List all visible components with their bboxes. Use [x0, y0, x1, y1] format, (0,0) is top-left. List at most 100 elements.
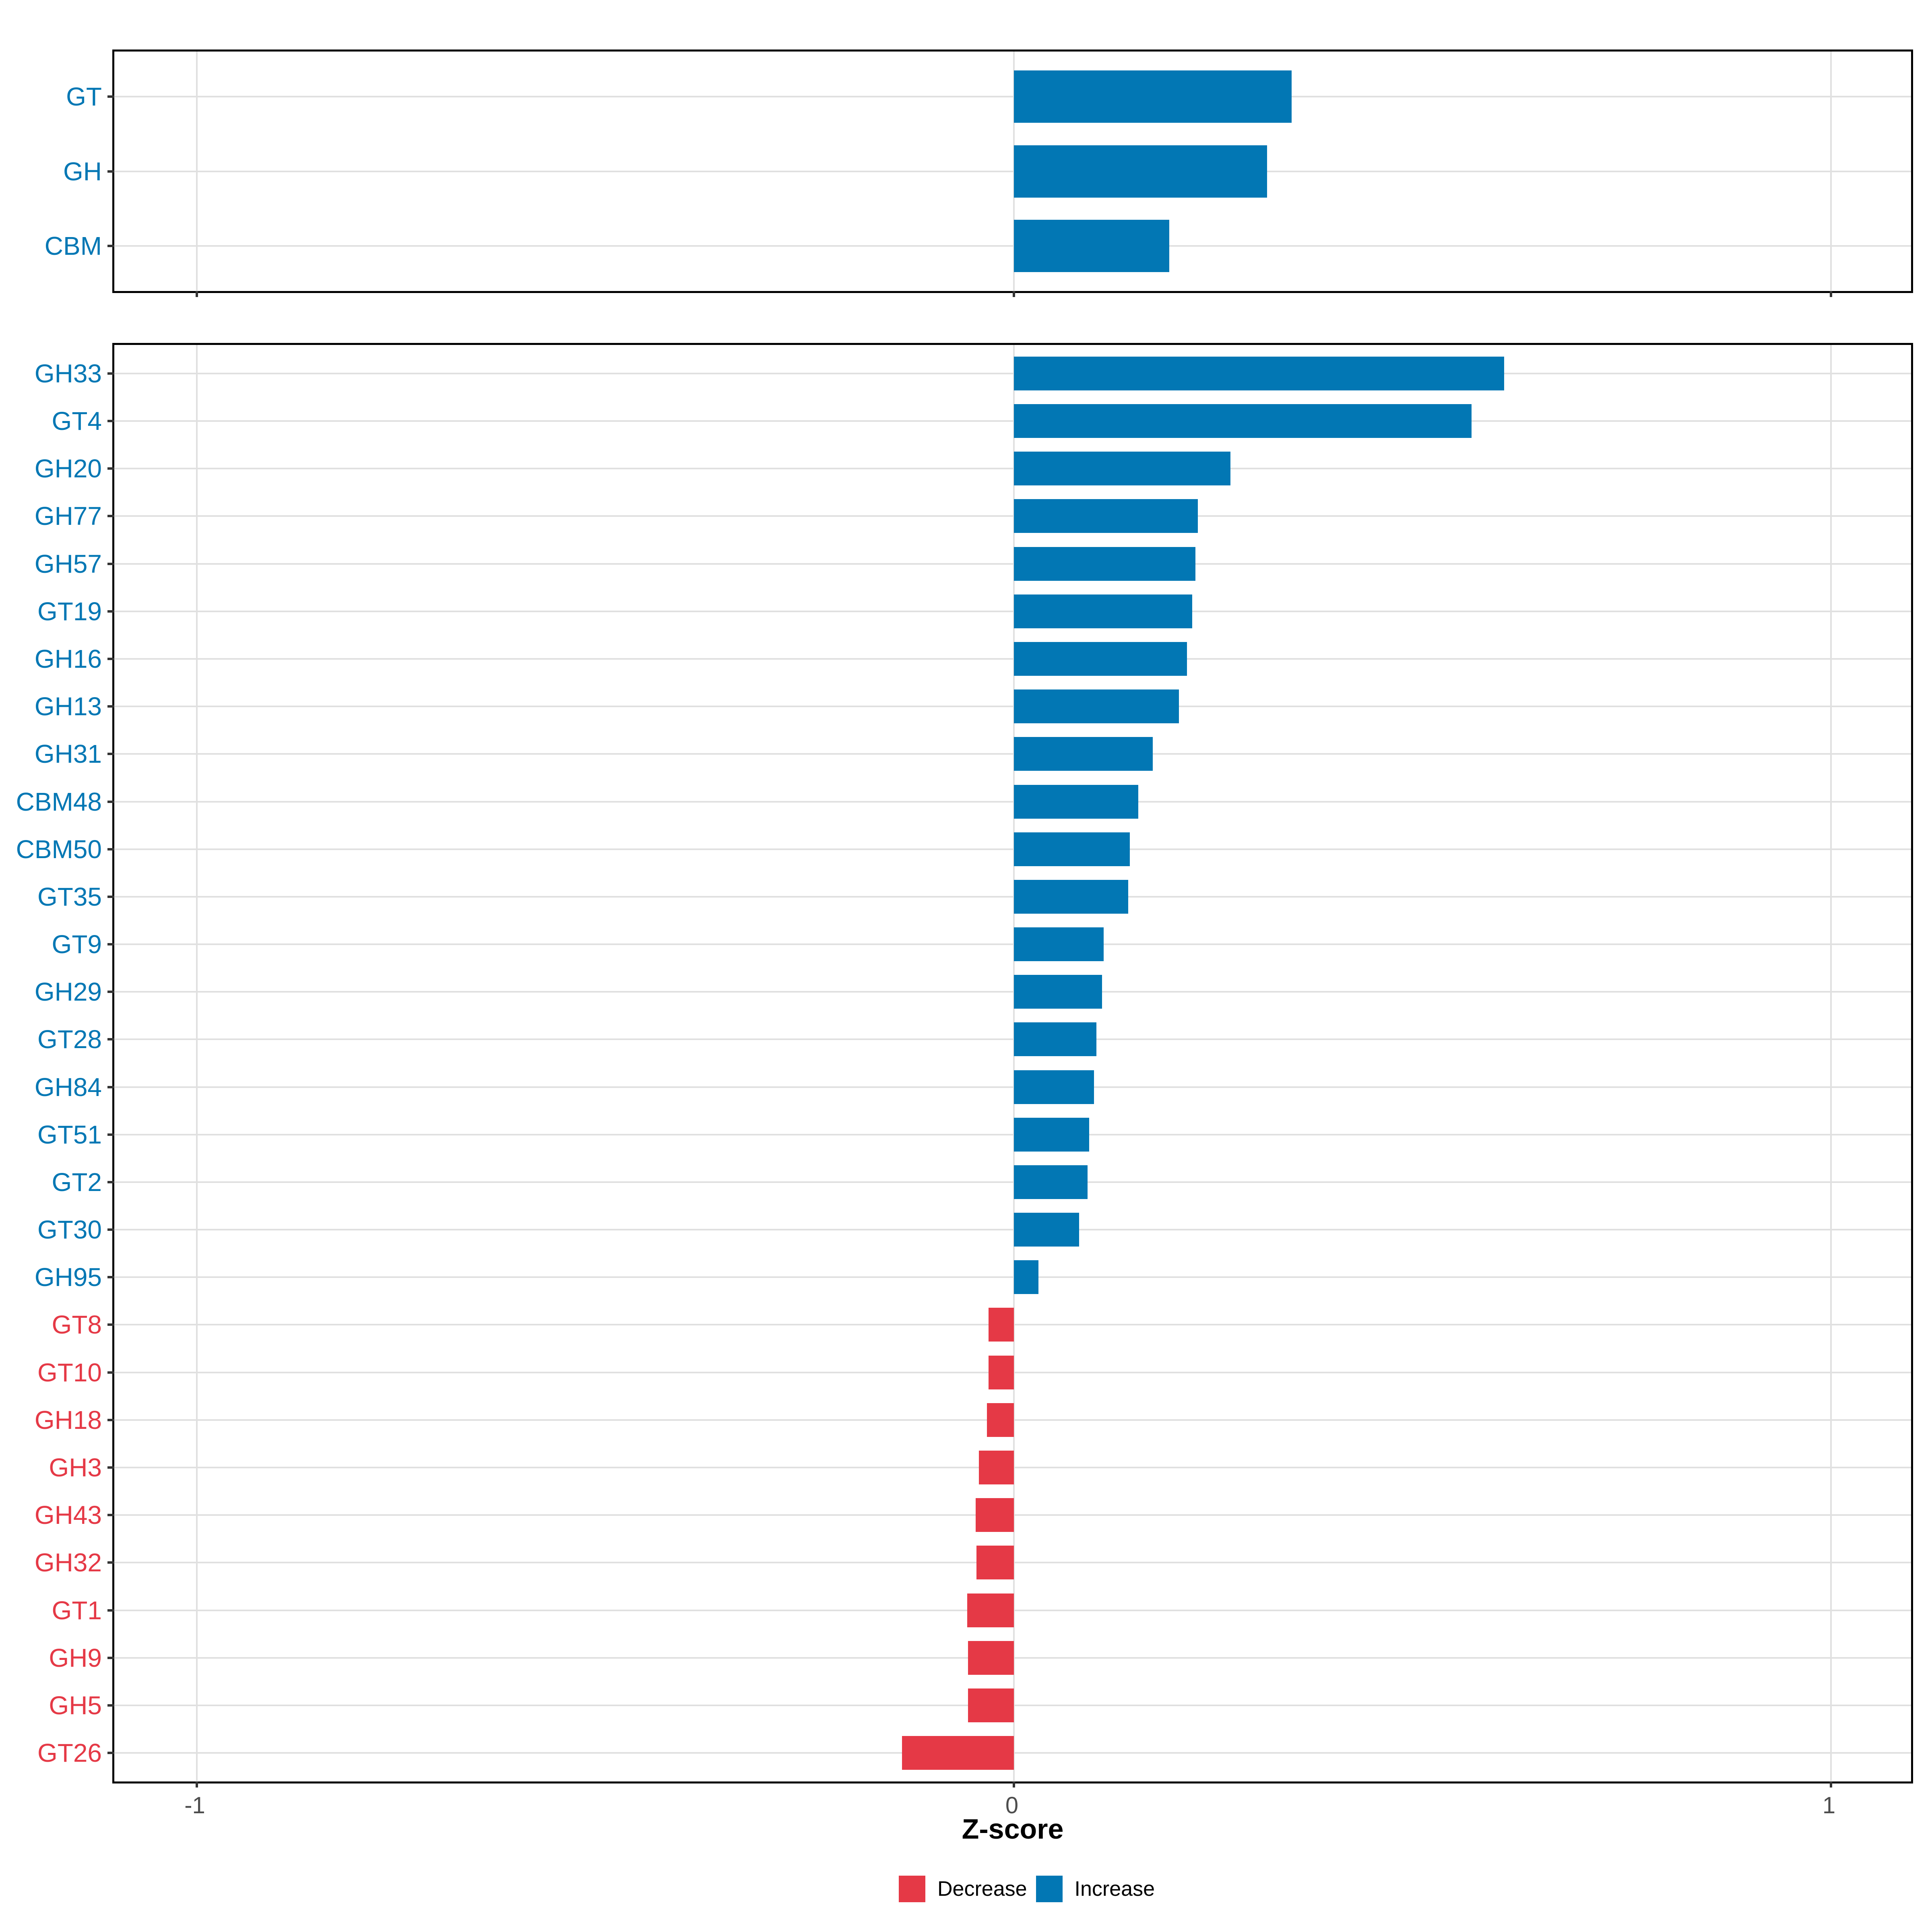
bar-GT4: [1014, 404, 1472, 438]
bar-GT9: [1014, 927, 1104, 962]
category-label-GT19: GT19: [37, 597, 102, 626]
category-label-GT26: GT26: [37, 1738, 102, 1768]
bar-GT1: [967, 1593, 1014, 1627]
horizontal-gridline-GH33: [114, 372, 1911, 374]
horizontal-gridline-GT35: [114, 896, 1911, 898]
bar-GH77: [1014, 499, 1198, 533]
x-axis-title: Z-score: [962, 1813, 1064, 1845]
horizontal-gridline-GT: [114, 95, 1911, 97]
category-label-GH29: GH29: [34, 977, 102, 1007]
category-label-CBM: CBM: [44, 231, 102, 261]
y-axis-tick-mark-GH29: [107, 991, 114, 993]
bar-GH57: [1014, 547, 1195, 581]
category-label-GH57: GH57: [34, 549, 102, 578]
bar-CBM50: [1014, 832, 1130, 866]
y-axis-tick-mark-GH33: [107, 372, 114, 375]
y-axis-tick-mark-GH20: [107, 467, 114, 470]
bar-GT26: [902, 1736, 1014, 1770]
bar-GT19: [1014, 594, 1192, 628]
y-axis-tick-mark-GH16: [107, 657, 114, 660]
category-label-GT30: GT30: [37, 1215, 102, 1245]
x-axis-tick-label--1: -1: [184, 1792, 205, 1818]
y-axis-tick-mark-GT19: [107, 610, 114, 613]
bar-GH32: [976, 1546, 1014, 1580]
legend: Decrease Increase: [898, 1876, 1155, 1902]
bar-GT35: [1014, 879, 1129, 914]
bar-GH20: [1014, 452, 1230, 486]
category-label-GH43: GH43: [34, 1501, 102, 1530]
bar-GH33: [1014, 356, 1504, 390]
y-axis-tick-mark-GH32: [107, 1561, 114, 1564]
category-label-GT1: GT1: [52, 1596, 102, 1625]
horizontal-gridline-GH16: [114, 658, 1911, 660]
category-label-GT9: GT9: [52, 930, 102, 959]
x-axis-tick-mark-0: [1013, 291, 1015, 297]
bar-GH29: [1014, 975, 1102, 1009]
bar-GH95: [1014, 1260, 1038, 1294]
y-axis-tick-mark-GH84: [107, 1086, 114, 1088]
horizontal-gridline-GH: [114, 170, 1911, 172]
horizontal-gridline-GH77: [114, 515, 1911, 517]
bar-GT51: [1014, 1117, 1089, 1152]
bar-GH18: [987, 1403, 1014, 1437]
bar-GT30: [1014, 1213, 1080, 1247]
horizontal-gridline-GT51: [114, 1133, 1911, 1135]
legend-label-decrease: Decrease: [937, 1877, 1027, 1901]
category-label-GH20: GH20: [34, 454, 102, 483]
category-label-CBM48: CBM48: [16, 787, 102, 816]
bar-GH43: [975, 1498, 1014, 1532]
bar-GH9: [968, 1641, 1014, 1675]
y-axis-tick-mark-GT10: [107, 1371, 114, 1374]
bar-GT2: [1014, 1165, 1088, 1199]
x-axis-tick-mark--1: [196, 291, 198, 297]
category-label-GT35: GT35: [37, 882, 102, 911]
y-axis-tick-mark-GH9: [107, 1656, 114, 1659]
bar-GH: [1014, 145, 1267, 198]
category-label-GH5: GH5: [49, 1690, 102, 1720]
y-axis-tick-mark-GT30: [107, 1228, 114, 1231]
category-label-GH33: GH33: [34, 359, 102, 388]
legend-key-decrease-swatch: [898, 1876, 925, 1902]
x-axis-tick-mark--1: [196, 1781, 198, 1788]
horizontal-gridline-GH84: [114, 1086, 1911, 1088]
bar-CBM48: [1014, 784, 1138, 819]
y-axis-tick-mark-GT2: [107, 1181, 114, 1183]
y-axis-tick-mark-GH5: [107, 1704, 114, 1707]
y-axis-tick-mark-GH57: [107, 562, 114, 565]
category-label-GH9: GH9: [49, 1643, 102, 1672]
category-label-GT51: GT51: [37, 1120, 102, 1149]
horizontal-gridline-CBM48: [114, 801, 1911, 803]
category-label-GH32: GH32: [34, 1548, 102, 1577]
category-label-GT4: GT4: [52, 407, 102, 436]
y-axis-tick-mark-GT35: [107, 895, 114, 898]
category-label-GT: GT: [66, 82, 102, 111]
y-axis-tick-mark-GH: [107, 170, 114, 173]
y-axis-tick-mark-GH43: [107, 1514, 114, 1517]
horizontal-gridline-GH29: [114, 991, 1911, 993]
y-axis-tick-mark-GT26: [107, 1752, 114, 1754]
category-label-GH13: GH13: [34, 692, 102, 721]
bar-GH5: [968, 1688, 1014, 1722]
bar-CBM: [1014, 220, 1169, 272]
y-axis-tick-mark-CBM: [107, 245, 114, 248]
category-label-GH: GH: [63, 157, 102, 186]
y-axis-tick-mark-GT8: [107, 1323, 114, 1326]
category-label-GH3: GH3: [49, 1453, 102, 1482]
horizontal-gridline-GT4: [114, 420, 1911, 422]
bar-GH31: [1014, 737, 1153, 771]
x-axis-tick-mark-1: [1830, 291, 1832, 297]
bar-GT: [1014, 70, 1292, 123]
horizontal-gridline-GH20: [114, 468, 1911, 470]
bar-GH13: [1014, 689, 1179, 724]
y-axis-tick-mark-GT51: [107, 1133, 114, 1136]
horizontal-gridline-GT9: [114, 943, 1911, 945]
category-label-GH31: GH31: [34, 739, 102, 769]
y-axis-tick-mark-GH77: [107, 515, 114, 518]
horizontal-gridline-GH13: [114, 706, 1911, 708]
category-label-GH18: GH18: [34, 1405, 102, 1435]
y-axis-tick-mark-GH13: [107, 705, 114, 708]
category-label-CBM50: CBM50: [16, 834, 102, 864]
y-axis-tick-mark-GT28: [107, 1038, 114, 1041]
bar-GT8: [989, 1308, 1014, 1342]
